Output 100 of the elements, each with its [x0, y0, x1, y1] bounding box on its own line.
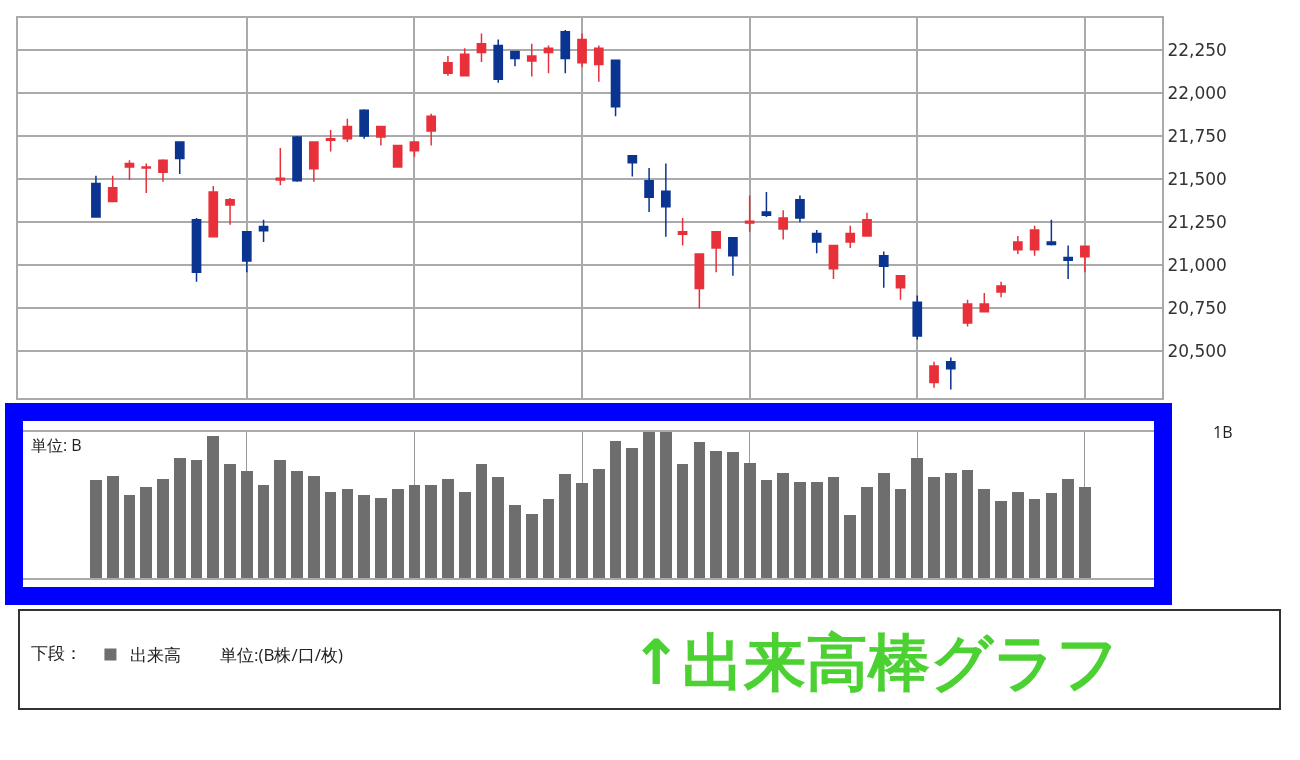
bar	[777, 472, 790, 578]
bar	[643, 432, 655, 578]
candlestick	[744, 194, 755, 233]
candlestick	[443, 55, 453, 77]
candlestick	[996, 280, 1006, 298]
text: 1B	[1213, 421, 1233, 443]
candlestick	[1046, 218, 1057, 247]
bar	[961, 469, 974, 578]
bar	[106, 475, 119, 578]
bar	[710, 450, 722, 578]
candlestick	[124, 159, 135, 181]
candlestick	[560, 29, 571, 74]
legend-label: 出来高	[130, 643, 182, 667]
bar	[542, 499, 555, 578]
bar	[525, 513, 538, 578]
candlestick	[1080, 244, 1090, 273]
candlestick	[778, 209, 789, 241]
bar	[794, 481, 806, 578]
candlestick	[878, 250, 889, 289]
candlestick	[191, 217, 202, 283]
candlestick	[241, 230, 252, 273]
bar	[861, 487, 873, 578]
candlestick	[577, 32, 587, 68]
text: 単位:(B株/口/枚)	[220, 643, 343, 666]
candlestick	[828, 244, 839, 280]
bar	[257, 484, 270, 578]
y-tick-label: 22,250	[1167, 39, 1227, 60]
bar	[442, 478, 454, 578]
bar	[609, 440, 622, 578]
bar	[375, 497, 387, 578]
candlestick	[510, 49, 520, 67]
candlestick	[979, 292, 990, 313]
bar	[760, 480, 773, 578]
text: ↑出来高棒グラフ	[630, 625, 1119, 701]
bar	[1079, 487, 1091, 578]
bar	[928, 477, 940, 578]
candlestick	[308, 140, 319, 183]
bar	[626, 448, 639, 578]
y-tick-label: 21,500	[1167, 169, 1227, 190]
bar	[995, 500, 1007, 578]
candlestick	[711, 230, 721, 273]
candlestick	[761, 191, 772, 218]
candlestick	[1063, 244, 1073, 280]
bar	[324, 491, 337, 578]
bar	[391, 488, 404, 578]
bar	[559, 474, 572, 578]
bar	[157, 478, 169, 578]
candlestick	[158, 158, 168, 183]
candlestick	[945, 356, 956, 391]
bar	[693, 442, 706, 578]
y-tick-label: 20,750	[1167, 298, 1227, 319]
bar	[877, 472, 890, 578]
candlestick	[476, 32, 487, 63]
candlestick	[845, 224, 856, 249]
y-tick-label: 21,000	[1167, 255, 1227, 276]
bar	[576, 483, 588, 578]
bar	[90, 480, 102, 578]
candlestick	[493, 38, 504, 84]
bar	[944, 472, 957, 578]
bar	[1011, 491, 1024, 578]
candlestick	[225, 197, 235, 226]
bar	[659, 432, 672, 578]
bar	[827, 477, 840, 578]
candlestick	[677, 217, 688, 247]
candlestick	[610, 59, 621, 117]
bar	[358, 494, 370, 578]
bar	[978, 488, 991, 578]
y-tick-label: 20,500	[1167, 341, 1227, 362]
candlestick	[1012, 235, 1023, 255]
bar	[274, 459, 287, 578]
candlestick	[694, 252, 705, 310]
candlestick	[258, 218, 269, 243]
candlestick	[627, 154, 638, 178]
bar	[475, 464, 488, 578]
bar	[844, 515, 857, 578]
candlestick	[409, 140, 420, 158]
bar	[1045, 493, 1058, 578]
candlestick	[929, 361, 939, 389]
candlestick	[593, 44, 604, 83]
bar	[307, 475, 320, 578]
bar	[240, 471, 253, 578]
bar	[894, 488, 907, 578]
bar	[727, 452, 739, 578]
y-tick-label: 22,000	[1167, 82, 1227, 103]
y-tick-label: 21,750	[1167, 126, 1227, 146]
bar	[173, 458, 186, 578]
candlestick	[526, 43, 537, 78]
bar	[810, 481, 823, 578]
bar	[509, 505, 521, 578]
bar	[1062, 478, 1074, 578]
text: 単位: B	[31, 434, 82, 456]
candlestick	[426, 112, 437, 147]
bar	[676, 464, 689, 578]
bar	[911, 458, 924, 578]
bar	[458, 491, 471, 578]
candlestick	[811, 229, 822, 254]
bar	[743, 462, 756, 578]
candlestick	[1029, 224, 1040, 257]
legend-title: 下段：	[31, 641, 83, 665]
candlestick	[962, 299, 973, 328]
